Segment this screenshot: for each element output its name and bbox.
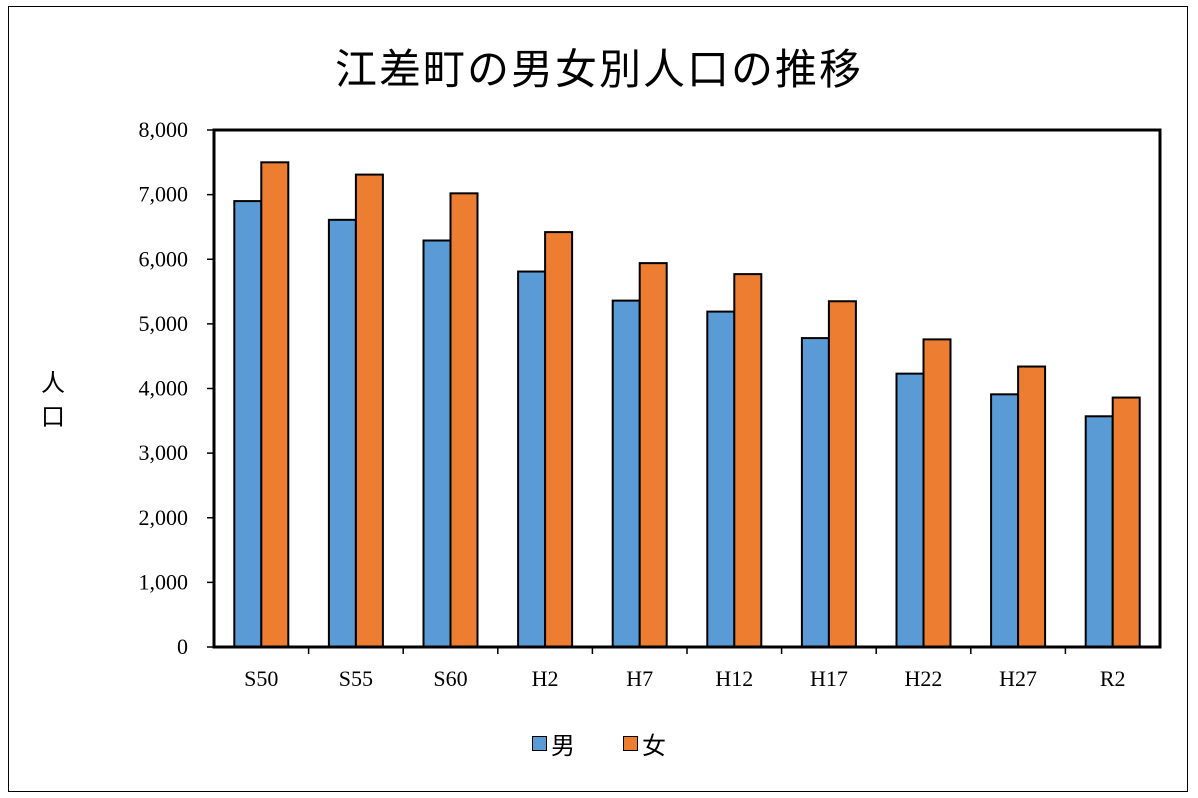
legend-swatch-female <box>623 736 638 751</box>
y-tick-label: 3,000 <box>139 440 189 465</box>
y-tick-label: 4,000 <box>139 376 189 401</box>
y-tick-label: 2,000 <box>139 505 189 530</box>
x-tick-label: H27 <box>999 666 1037 691</box>
bar-female <box>544 231 574 648</box>
x-tick-label: S50 <box>244 666 278 691</box>
bar-male <box>517 270 547 648</box>
legend-swatch-male <box>532 736 547 751</box>
bar-female <box>1017 365 1047 648</box>
legend-item-male: 男 <box>532 726 575 761</box>
y-tick-label: 7,000 <box>139 182 189 207</box>
legend-item-female: 女 <box>623 726 666 761</box>
x-tick-label: H7 <box>626 666 653 691</box>
x-tick-label: H2 <box>532 666 559 691</box>
bar-male <box>327 218 357 649</box>
y-tick-label: 1,000 <box>139 569 189 594</box>
bar-female <box>449 192 479 649</box>
bar-female <box>354 173 384 648</box>
y-tick-label: 8,000 <box>139 117 189 142</box>
x-tick-label: S55 <box>339 666 373 691</box>
x-tick-label: H12 <box>715 666 753 691</box>
x-tick-label: R2 <box>1100 666 1126 691</box>
chart-title: 江差町の男女別人口の推移 <box>334 45 863 94</box>
y-axis-label-char: 口 <box>41 403 65 431</box>
bar-female <box>260 161 290 648</box>
y-axis-label-char: 人 <box>41 369 65 397</box>
bar-female <box>1111 396 1141 648</box>
bar-male <box>990 393 1020 648</box>
bar-male <box>800 337 830 648</box>
bar-female <box>638 262 668 648</box>
bar-male <box>611 299 641 648</box>
legend-label-female: 女 <box>642 732 666 760</box>
bar-male <box>1084 415 1114 648</box>
x-tick-label: S60 <box>433 666 467 691</box>
bar-male <box>895 372 925 648</box>
bar-male <box>706 310 736 648</box>
x-tick-label: H22 <box>905 666 943 691</box>
legend-label-male: 男 <box>551 732 575 760</box>
bar-female <box>827 300 857 648</box>
y-tick-label: 0 <box>177 634 188 659</box>
x-tick-label: H17 <box>810 666 848 691</box>
y-tick-label: 6,000 <box>139 246 189 271</box>
plot-border <box>212 128 1162 649</box>
legend: 男 女 <box>0 726 1198 761</box>
bar-female <box>922 338 952 648</box>
bar-male <box>422 239 452 648</box>
bar-male <box>233 200 263 648</box>
y-axis-label: 人 口 <box>38 366 68 434</box>
y-tick-label: 5,000 <box>139 311 189 336</box>
bar-female <box>733 273 763 648</box>
